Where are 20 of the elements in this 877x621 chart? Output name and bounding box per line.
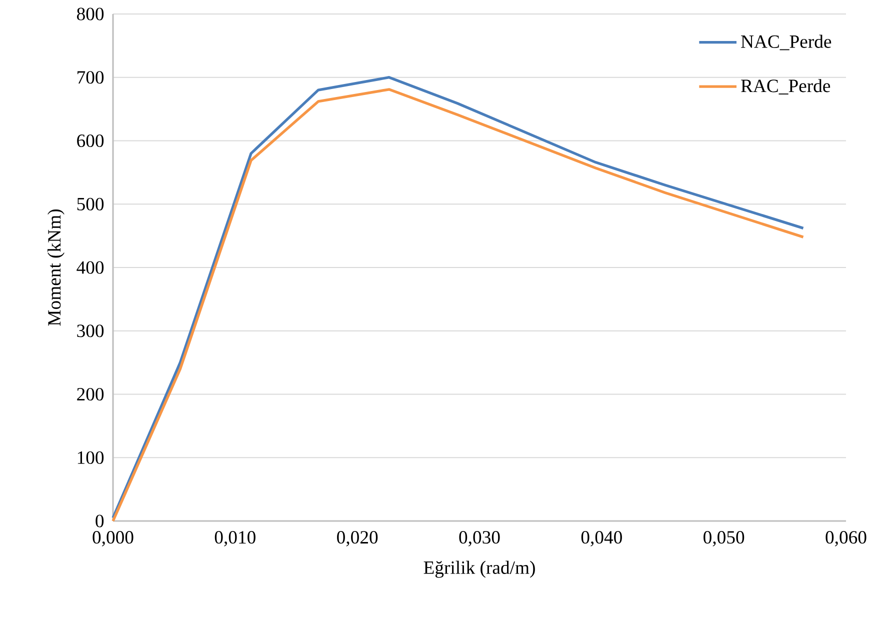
legend-label: NAC_Perde [741,34,832,50]
x-tick-label: 0,020 [337,531,378,546]
y-tick-label: 500 [77,198,104,210]
y-tick-label: 300 [77,324,104,338]
x-axis-title: Eğrilik (rad/m) [424,560,535,578]
x-tick-label: 0,000 [92,531,134,546]
x-tick-label: 0,050 [704,531,744,546]
legend-label: RAC_Perde [741,79,830,94]
y-tick-label: 700 [78,71,104,84]
y-tick-label: 600 [77,134,104,148]
x-tick-label: 0,040 [581,531,622,546]
y-tick-label: 400 [76,261,104,274]
x-tick-label: 0,030 [459,531,500,546]
y-tick-label: 0 [96,514,104,528]
y-tick-label: 200 [77,388,104,401]
x-tick-label: 0,060 [826,531,866,546]
y-tick-label: 100 [78,451,104,464]
x-tick-label: 0,010 [214,531,256,546]
y-tick-label: 800 [77,8,104,20]
y-axis-title: Moment (kNm) [48,209,64,326]
